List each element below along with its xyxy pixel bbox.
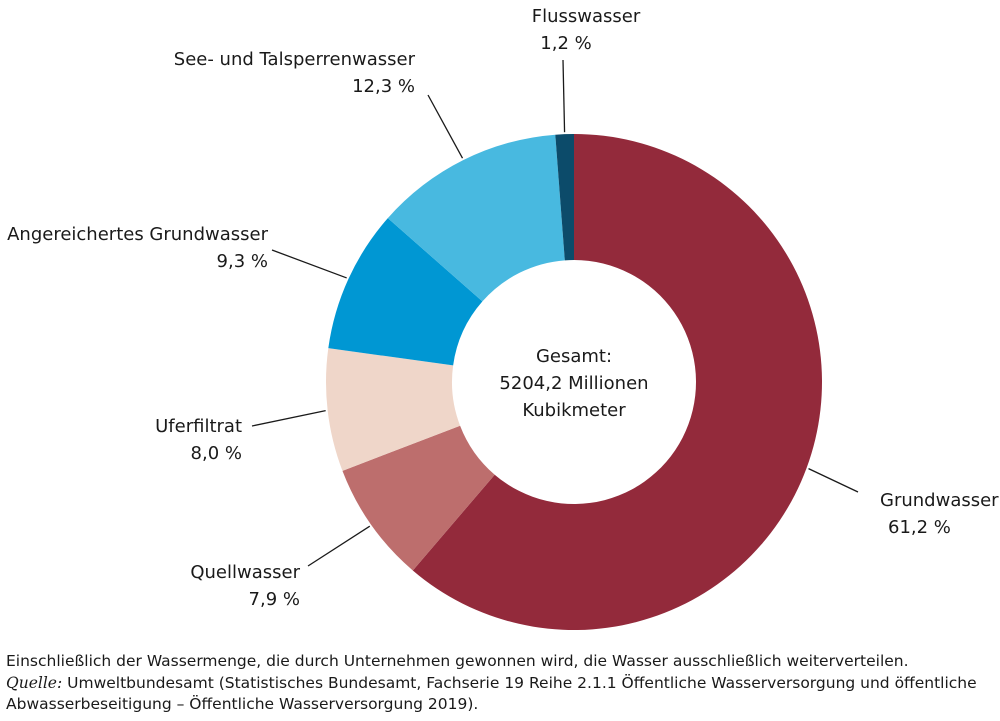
leader-lines: [251, 59, 859, 567]
leader-uferfiltrat: [251, 409, 326, 427]
slice-quellwasser: [342, 425, 495, 571]
slice-label-see-und-talsperrenwasser: See- und Talsperrenwasser: [174, 49, 416, 70]
slice-value-grundwasser: 61,2 %: [888, 517, 951, 538]
source-text: Umweltbundesamt (Statistisches Bundesamt…: [6, 674, 977, 713]
source-label: Quelle:: [6, 674, 63, 692]
slice-flusswasser: [555, 134, 574, 261]
slice-labels: Grundwasser 61,2 % Quellwasser 7,9 % Uferfil…: [7, 6, 999, 610]
slice-label-uferfiltrat: Uferfiltrat: [155, 416, 242, 437]
center-text-line-1: Gesamt:: [536, 346, 612, 367]
slice-label-quellwasser: Quellwasser: [190, 562, 300, 583]
slice-angereichertes-grundwasser: [328, 218, 483, 366]
center-text-line-3: Kubikmeter: [522, 400, 626, 421]
footnote-source: Quelle: Umweltbundesamt (Statistisches B…: [6, 673, 996, 715]
leader-flusswasser: [562, 59, 566, 133]
slice-value-flusswasser: 1,2 %: [540, 33, 591, 54]
slice-value-uferfiltrat: 8,0 %: [191, 443, 242, 464]
leader-quellwasser: [307, 525, 371, 567]
slice-label-angereichertes-grundwasser: Angereichertes Grundwasser: [7, 224, 268, 245]
footnote-note-text: Einschließlich der Wassermenge, die durc…: [6, 652, 909, 670]
slice-label-flusswasser: Flusswasser: [532, 6, 641, 27]
leader-see-und-talsperrenwasser: [427, 94, 464, 159]
slice-label-grundwasser: Grundwasser: [880, 490, 999, 511]
center-text-line-2: 5204,2 Millionen: [499, 373, 648, 394]
slice-uferfiltrat: [325, 348, 461, 471]
slice-see-und-talsperrenwasser: [387, 134, 565, 302]
slice-grundwasser: [412, 134, 823, 630]
footnote-note: Einschließlich der Wassermenge, die durc…: [6, 651, 996, 672]
donut-slices: [325, 134, 823, 630]
slice-value-see-und-talsperrenwasser: 12,3 %: [352, 76, 415, 97]
leader-grundwasser: [808, 468, 859, 493]
slice-value-quellwasser: 7,9 %: [249, 589, 300, 610]
leader-angereichertes-grundwasser: [271, 249, 347, 279]
slice-value-angereichertes-grundwasser: 9,3 %: [217, 251, 268, 272]
donut-chart: Grundwasser 61,2 % Quellwasser 7,9 % Uferfil…: [7, 6, 999, 630]
